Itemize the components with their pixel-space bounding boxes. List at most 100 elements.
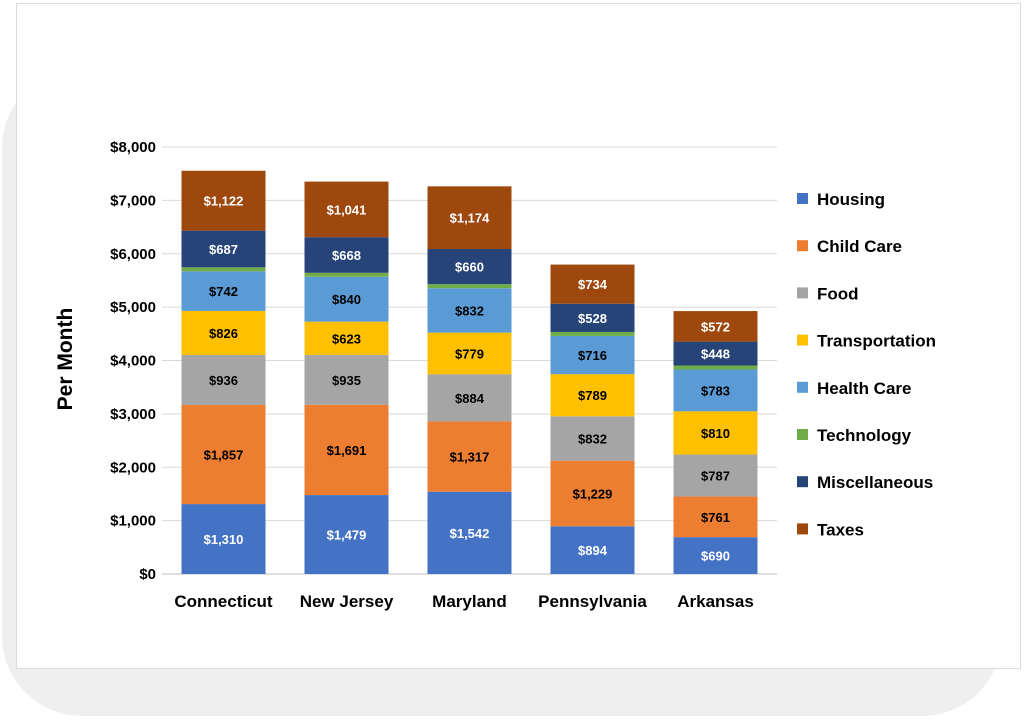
bar-segment	[673, 311, 758, 342]
bar-segment	[427, 248, 512, 285]
y-axis-label: Per Month	[54, 308, 77, 411]
bar-segment	[550, 331, 635, 336]
data-label: $668	[332, 248, 361, 263]
legend-label: Health Care	[817, 379, 911, 398]
data-label: $716	[578, 348, 607, 363]
bar-segment	[673, 369, 758, 412]
data-label: $810	[701, 426, 730, 441]
data-label: $826	[209, 326, 238, 341]
bar-segment	[304, 237, 389, 273]
bar-segment	[181, 170, 266, 231]
data-label: $936	[209, 373, 238, 388]
x-tick-label: Arkansas	[677, 592, 754, 611]
legend-label: Child Care	[817, 237, 902, 256]
stacked-bar-chart: $1,310 $1,857 $936 $826 $742 $687 $1,122 $1,479…	[54, 139, 936, 611]
bar-segment	[181, 355, 266, 405]
legend-swatch	[797, 429, 808, 440]
data-label: $1,174	[450, 211, 491, 226]
bars: $1,310 $1,857 $936 $826 $742 $687 $1,122 $1,479…	[181, 170, 758, 574]
data-label: $1,542	[450, 526, 490, 541]
bar-segment	[673, 454, 758, 497]
data-label: $779	[455, 346, 484, 361]
bar-segment	[181, 271, 266, 311]
data-label: $832	[578, 431, 607, 446]
legend-label: Miscellaneous	[817, 473, 933, 492]
data-label: $623	[332, 331, 361, 346]
y-tick-label: $5,000	[110, 299, 156, 316]
legend-swatch	[797, 523, 808, 535]
legend-label: Food	[817, 284, 859, 303]
bar-segment	[427, 491, 512, 574]
data-label: $761	[701, 510, 730, 525]
legend-label: Housing	[817, 190, 885, 209]
data-label: $687	[209, 242, 238, 257]
x-tick-label: Pennsylvania	[538, 592, 647, 611]
bar-segment	[427, 374, 512, 422]
bar-segment	[673, 496, 758, 538]
bar-segment	[304, 181, 389, 238]
y-tick-label: $0	[139, 566, 156, 583]
data-label: $1,691	[327, 443, 367, 458]
bar-segment	[550, 264, 635, 304]
data-label: $1,479	[327, 528, 367, 543]
chart-card: $1,310 $1,857 $936 $826 $742 $687 $1,122 $1,479…	[16, 3, 1021, 669]
data-label: $1,310	[204, 532, 244, 547]
legend-swatch	[797, 334, 808, 346]
legend-label: Technology	[817, 426, 912, 445]
bar-segment	[673, 365, 758, 370]
data-label: $1,857	[204, 448, 244, 463]
bar-segment	[427, 284, 512, 289]
bar-segment	[673, 411, 758, 455]
legend: Housing Child Care Food Transportation Healt…	[797, 190, 936, 539]
y-tick-label: $4,000	[110, 353, 156, 370]
y-tick-label: $8,000	[110, 139, 156, 156]
data-label: $742	[209, 284, 238, 299]
bar-segment	[673, 341, 758, 366]
y-tick-label: $7,000	[110, 192, 156, 209]
legend-swatch	[797, 381, 808, 393]
bar-segment	[427, 421, 512, 492]
data-label: $789	[578, 388, 607, 403]
legend-label: Transportation	[817, 332, 936, 351]
y-tick-label: $3,000	[110, 406, 156, 423]
bar-segment	[181, 230, 266, 268]
data-label: $734	[578, 277, 608, 292]
bar-segment	[550, 416, 635, 461]
legend-swatch	[797, 193, 808, 204]
data-label: $690	[701, 549, 730, 564]
bar-segment	[550, 460, 635, 527]
bar-segment	[304, 276, 389, 322]
bar-segment	[304, 272, 389, 277]
bar-segment	[304, 354, 389, 405]
data-label: $1,041	[327, 202, 367, 217]
x-axis: Connecticut New Jersey Maryland Pennsylvani…	[174, 592, 753, 611]
x-tick-label: Maryland	[432, 592, 507, 611]
data-label: $1,122	[204, 194, 244, 209]
data-label: $787	[701, 469, 730, 484]
x-tick-label: Connecticut	[174, 592, 273, 611]
y-tick-label: $1,000	[110, 513, 156, 530]
data-label: $448	[701, 347, 730, 362]
bar-segment	[181, 504, 266, 574]
bar-segment	[181, 404, 266, 505]
data-label: $528	[578, 311, 607, 326]
data-label: $1,317	[450, 450, 490, 465]
data-label: $884	[455, 391, 485, 406]
data-label: $660	[455, 260, 484, 275]
legend-swatch	[797, 476, 808, 488]
data-label: $840	[332, 292, 361, 307]
data-label: $572	[701, 319, 730, 334]
bar-segment	[181, 310, 266, 356]
bar-segment	[304, 321, 389, 355]
y-axis: $0 $1,000 $2,000 $3,000 $4,000 $5,000 $6,000 $7…	[110, 139, 156, 583]
bar-segment	[181, 267, 266, 272]
bar-segment	[427, 186, 512, 249]
y-tick-label: $6,000	[110, 246, 156, 263]
legend-label: Taxes	[817, 520, 864, 539]
data-label: $935	[332, 373, 361, 388]
bar-segment	[427, 288, 512, 333]
bar-segment	[304, 495, 389, 574]
bar-segment	[550, 374, 635, 417]
legend-swatch	[797, 287, 808, 299]
data-label: $894	[578, 543, 608, 558]
